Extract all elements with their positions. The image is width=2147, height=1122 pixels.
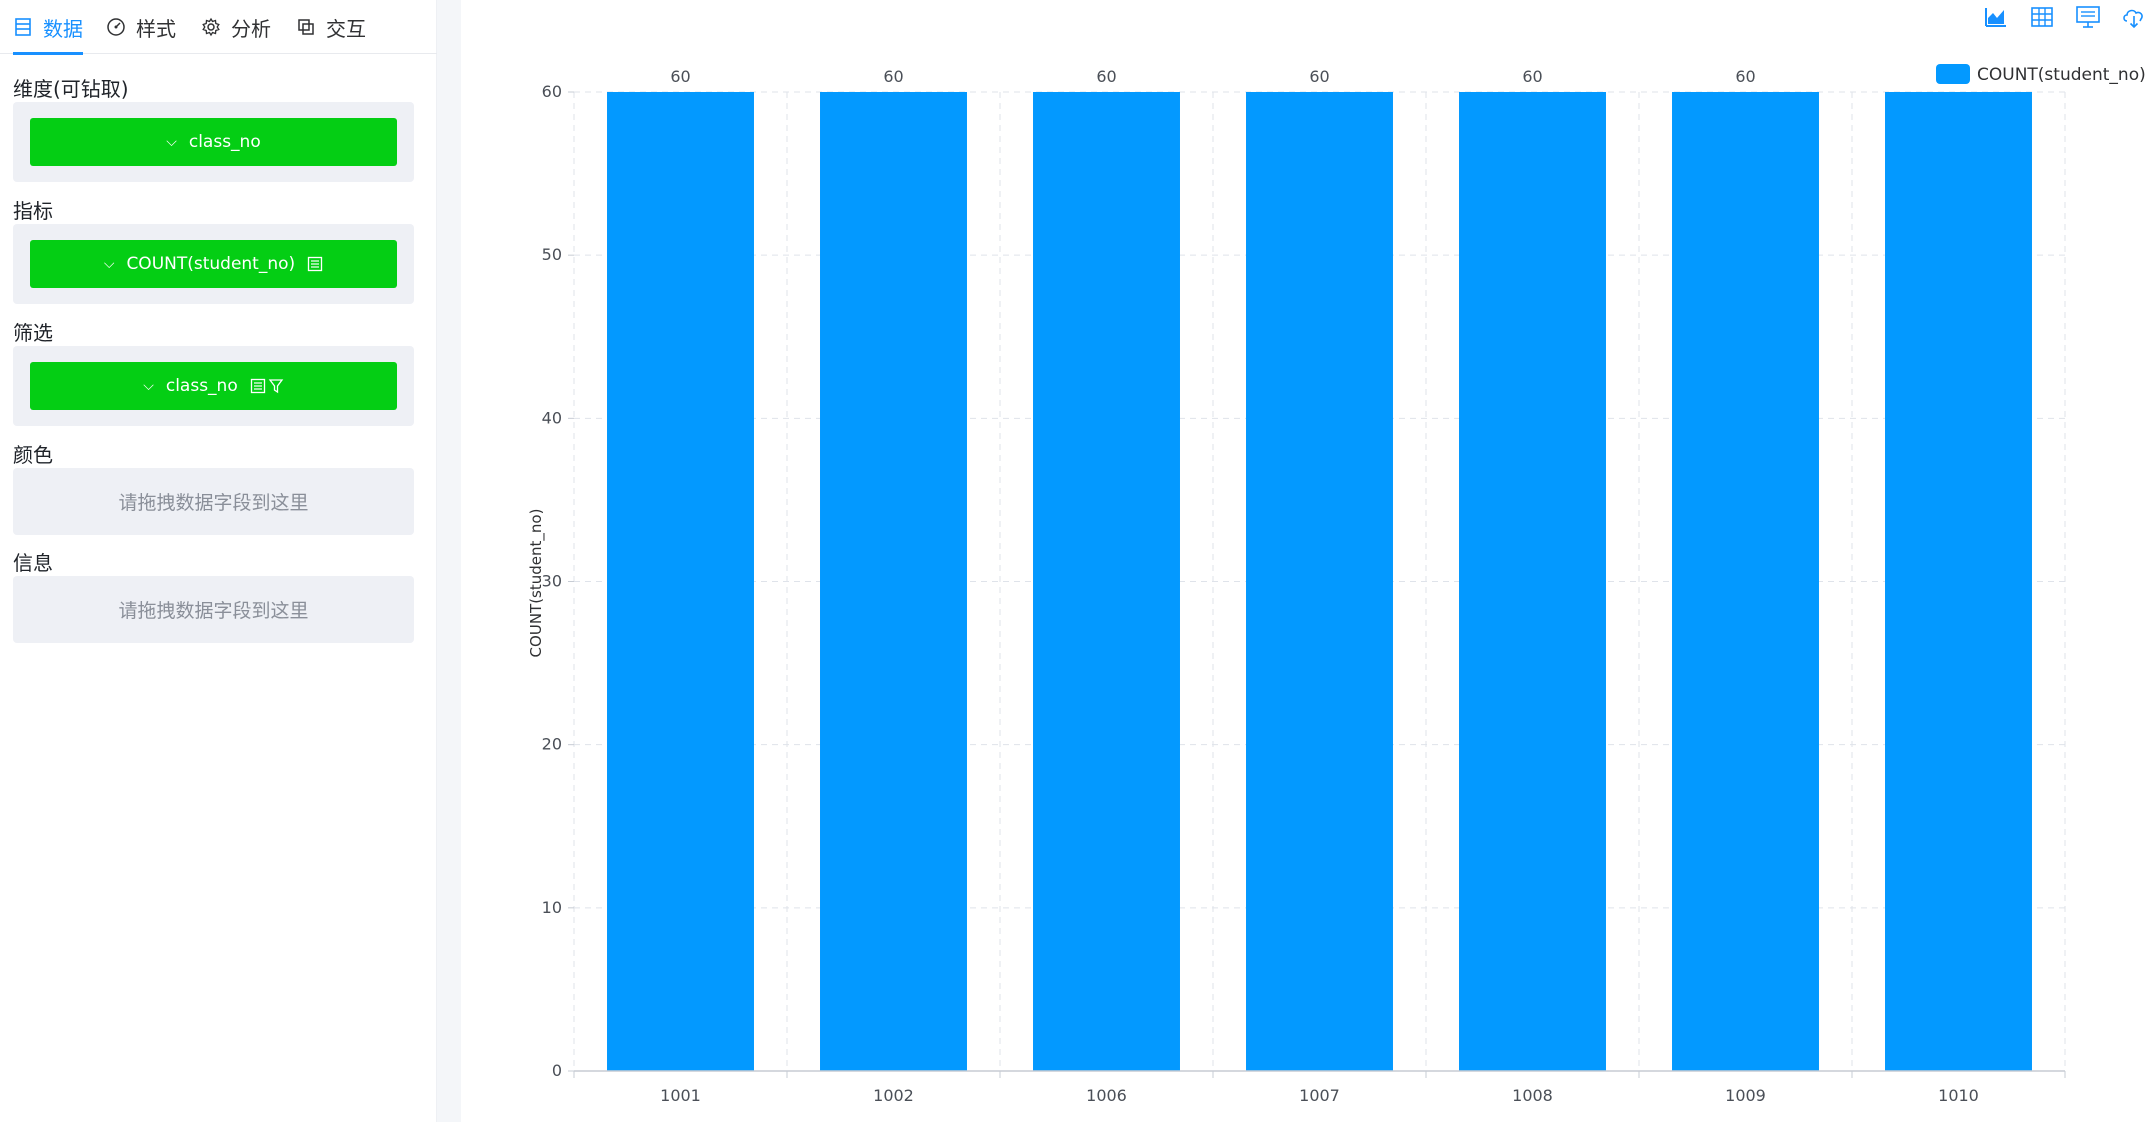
data-label: 60 [1096, 67, 1116, 86]
y-tick-label: 40 [542, 408, 562, 427]
legend-swatch [1936, 64, 1970, 84]
color-dropzone[interactable]: 请拖拽数据字段到这里 [13, 468, 414, 535]
data-label: 60 [1309, 67, 1329, 86]
data-label: 60 [883, 67, 903, 86]
bar[interactable] [1672, 92, 1819, 1071]
bar-chart: 0 10 20 30 40 50 60 1001 60 1002 60 1006 60 1007 60 100… [527, 64, 2146, 1105]
metric-dropzone[interactable]: ⌵ COUNT(student_no) [13, 224, 414, 304]
chevron-down-icon[interactable]: ⌵ [166, 134, 177, 150]
tab-data-label: 数据 [43, 16, 83, 41]
x-tick-label: 1010 [1938, 1086, 1979, 1105]
tab-interaction-label: 交互 [326, 16, 366, 41]
tab-analysis[interactable]: 分析 [201, 0, 271, 54]
legend-label: COUNT(student_no) [1977, 65, 2146, 85]
chart-bars [607, 92, 2032, 1071]
x-tick-label: 1006 [1086, 1086, 1127, 1105]
y-axis-title: COUNT(student_no) [527, 509, 546, 658]
x-tick-label: 1001 [660, 1086, 701, 1105]
x-tick-label: 1002 [873, 1086, 914, 1105]
data-label: 60 [1735, 67, 1755, 86]
y-tick-label: 0 [552, 1061, 562, 1080]
tab-data[interactable]: 数据 [13, 0, 83, 55]
bar[interactable] [1246, 92, 1393, 1071]
list-icon [15, 18, 31, 36]
dimension-dropzone[interactable]: ⌵ class_no [13, 102, 414, 182]
x-tick-label: 1009 [1725, 1086, 1766, 1105]
data-label: 60 [670, 67, 690, 86]
calculator-icon[interactable] [250, 378, 266, 394]
bar[interactable] [1885, 92, 2032, 1071]
tab-style[interactable]: 样式 [106, 0, 176, 54]
color-dropzone-placeholder: 请拖拽数据字段到这里 [118, 492, 309, 514]
y-tick-label: 50 [542, 245, 562, 264]
tab-analysis-label: 分析 [231, 16, 271, 41]
sql-icon[interactable] [2075, 4, 2101, 30]
info-dropzone[interactable]: 请拖拽数据字段到这里 [13, 576, 414, 643]
chevron-down-icon[interactable]: ⌵ [143, 378, 154, 394]
x-tick-label: 1007 [1299, 1086, 1340, 1105]
metric-label: 指标 [13, 199, 53, 223]
bar[interactable] [820, 92, 967, 1071]
info-label: 信息 [13, 551, 53, 575]
filter-field-name: class_no [165, 376, 238, 396]
dimension-field-name: class_no [188, 132, 261, 152]
area-chart-icon[interactable] [1983, 4, 2009, 30]
chart-toolbar [1983, 0, 2147, 34]
panel-gutter [437, 0, 461, 1122]
y-tick-label: 60 [542, 82, 562, 101]
cloud-download-icon[interactable] [2121, 4, 2147, 30]
gear-icon [202, 17, 220, 37]
metric-field-name: COUNT(student_no) [126, 254, 296, 274]
bar[interactable] [607, 92, 754, 1071]
y-tick-label: 10 [542, 898, 562, 917]
bar[interactable] [1459, 92, 1606, 1071]
calculator-icon[interactable] [307, 256, 323, 272]
color-label: 颜色 [13, 443, 53, 467]
palette-icon [107, 18, 125, 36]
chart-legend[interactable]: COUNT(student_no) [1936, 64, 2146, 85]
filter-field-pill[interactable]: ⌵ class_no [30, 362, 397, 410]
metric-field-pill[interactable]: ⌵ COUNT(student_no) [30, 240, 397, 288]
chart-axes: 0 10 20 30 40 50 60 1001 60 1002 60 1006 60 1007 60 100… [542, 67, 2066, 1105]
x-tick-label: 1008 [1512, 1086, 1553, 1105]
tab-interaction[interactable]: 交互 [296, 0, 366, 54]
chevron-down-icon[interactable]: ⌵ [103, 256, 115, 272]
data-label: 60 [1522, 67, 1542, 86]
filter-dropzone[interactable]: ⌵ class_no [13, 346, 414, 426]
chart-area: 0 10 20 30 40 50 60 1001 60 1002 60 1006 60 1007 60 100… [461, 0, 2147, 1122]
panel-tabs: 数据 样式 分析 [0, 0, 437, 55]
y-tick-label: 20 [542, 735, 562, 754]
dimension-field-pill[interactable]: ⌵ class_no [30, 118, 397, 166]
info-dropzone-placeholder: 请拖拽数据字段到这里 [118, 600, 309, 622]
y-tick-label: 30 [542, 572, 562, 591]
filter-icon[interactable] [268, 378, 284, 394]
tab-style-label: 样式 [136, 16, 176, 41]
dimension-label: 维度(可钻取) [13, 77, 129, 101]
filter-label: 筛选 [13, 321, 53, 345]
bar[interactable] [1033, 92, 1180, 1071]
table-icon[interactable] [2029, 4, 2055, 30]
config-panel: 数据 样式 分析 [0, 0, 437, 1122]
copy-icon [298, 19, 314, 35]
